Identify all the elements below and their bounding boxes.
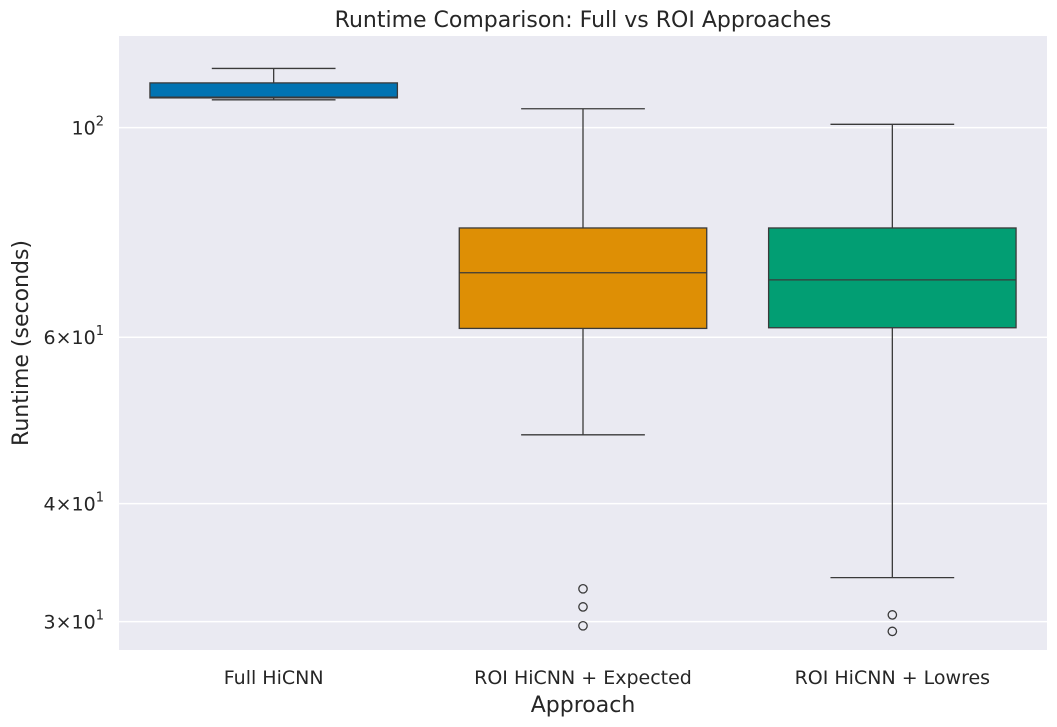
x-axis-label: Approach	[531, 693, 636, 718]
x-tick-label: Full HiCNN	[224, 667, 324, 689]
y-tick-label: 3×101	[44, 609, 104, 634]
y-axis-label: Runtime (seconds)	[9, 240, 34, 446]
x-tick-label: ROI HiCNN + Lowres	[795, 667, 990, 689]
x-tick-label: ROI HiCNN + Expected	[474, 667, 692, 689]
box-series	[149, 67, 1017, 637]
box-group	[149, 67, 399, 101]
box-iqr	[149, 82, 399, 99]
y-tick-label: 4×101	[44, 491, 104, 516]
outlier-point	[887, 610, 898, 620]
y-tick-label: 102	[72, 115, 104, 140]
outlier-point	[887, 626, 898, 637]
chart-title: Runtime Comparison: Full vs ROI Approach…	[335, 8, 832, 33]
box-group	[458, 108, 708, 631]
box-iqr	[458, 227, 708, 330]
outlier-point	[578, 602, 588, 612]
outlier-point	[578, 620, 588, 631]
y-axis-ticks: 102 6×101 4×101 3×101	[44, 115, 104, 634]
x-axis-ticks: Full HiCNN ROI HiCNN + Expected ROI HiCNN …	[224, 667, 990, 689]
box-group	[767, 123, 1017, 637]
y-tick-label: 6×101	[44, 324, 104, 349]
box-iqr	[767, 227, 1017, 329]
outlier-point	[578, 583, 588, 594]
